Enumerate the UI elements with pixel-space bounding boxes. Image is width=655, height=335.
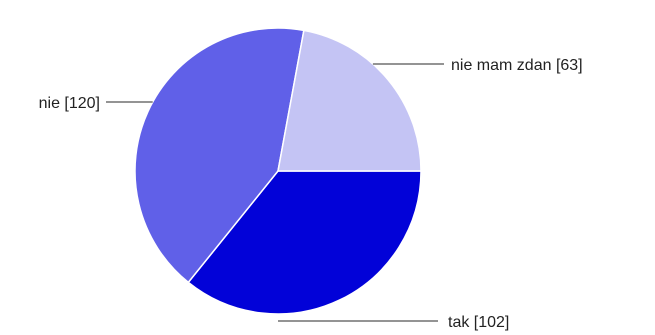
pie-slices	[134, 27, 422, 315]
pie-slice-0	[187, 170, 422, 315]
slice-label-0: tak [102]	[448, 314, 509, 331]
pie-slice-2	[277, 29, 422, 172]
slice-label-2: nie mam zdan [63]	[451, 57, 583, 74]
leader-lines	[106, 63, 444, 322]
slice-labels: tak [102] nie [120] nie mam zdan [63]	[39, 57, 583, 331]
slice-label-1: nie [120]	[39, 95, 100, 112]
pie-slice-1	[134, 27, 305, 284]
